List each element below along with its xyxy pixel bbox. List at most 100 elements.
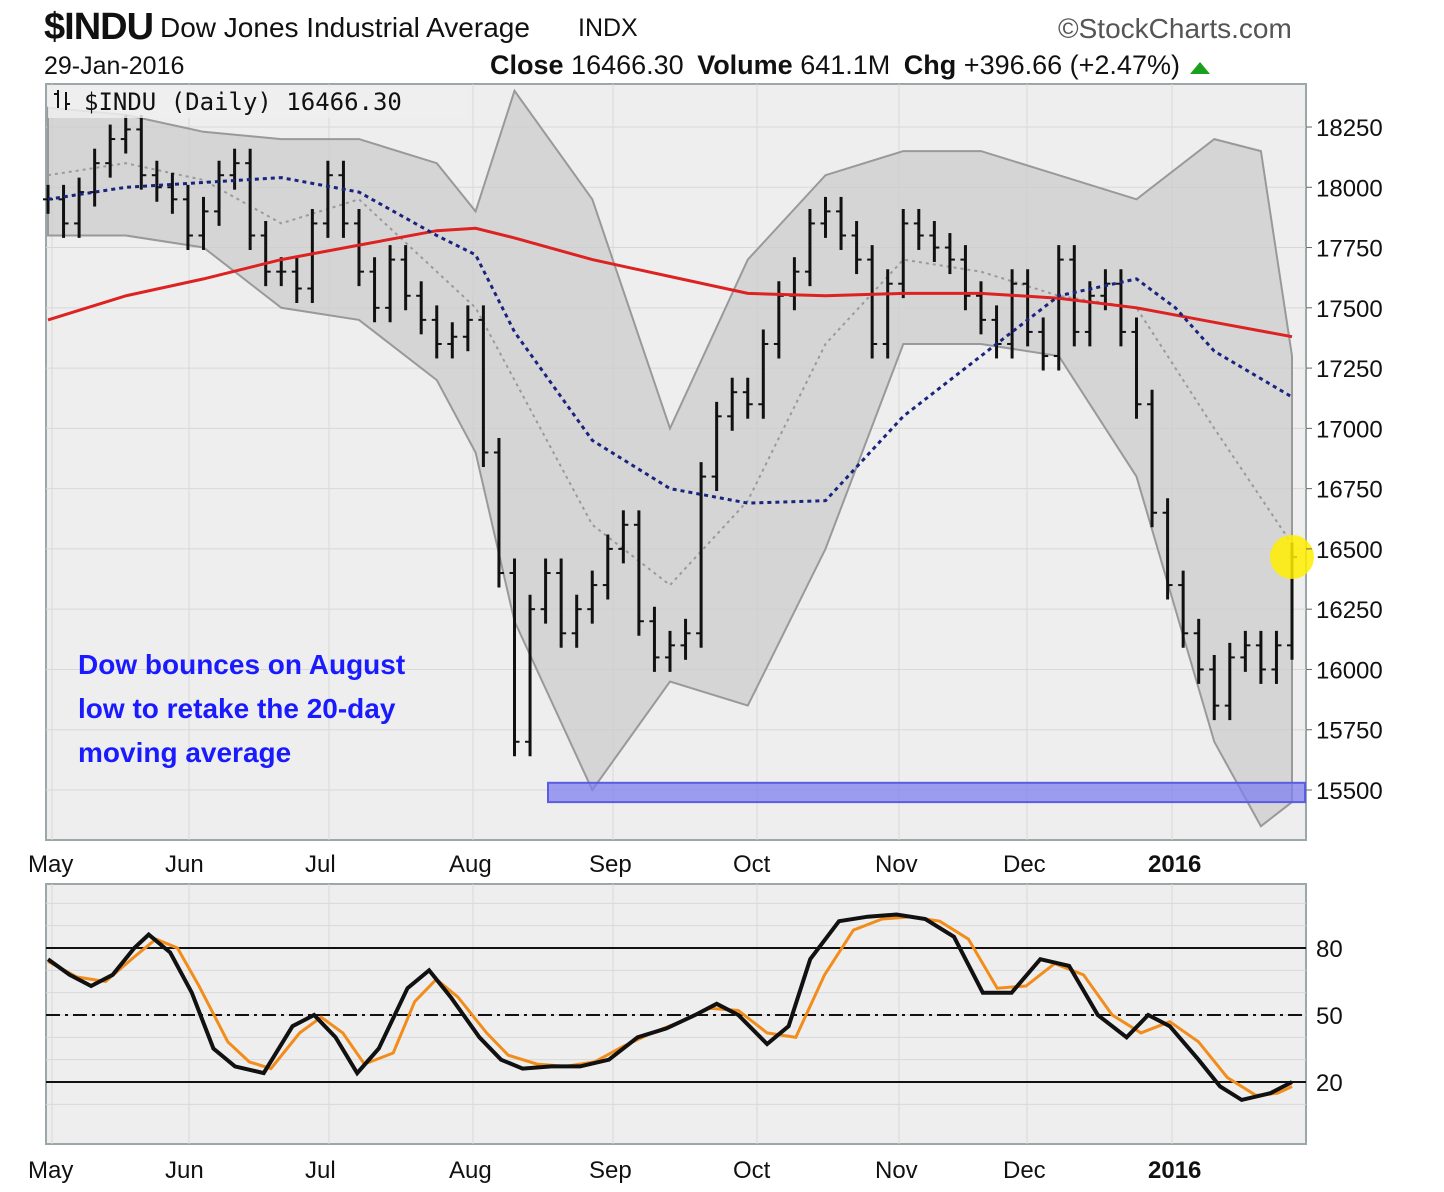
sma200-line [47, 226, 1293, 339]
price-bar [680, 618, 691, 660]
price-bar [229, 148, 240, 190]
price-bar [291, 257, 302, 303]
price-bar [431, 305, 442, 359]
price-bar [665, 630, 675, 672]
price-y-tick-label: 16500 [1316, 537, 1383, 564]
stochastic-y-tick-label: 20 [1316, 1070, 1343, 1097]
price-bar [245, 148, 256, 250]
price-bar [944, 233, 955, 275]
up-arrow-icon [1189, 62, 1210, 74]
exchange-label: INDX [578, 14, 638, 42]
price-bar [742, 377, 753, 419]
price-y-tick-label: 17500 [1316, 296, 1383, 323]
stochastic-x-tick-label: Aug [449, 1157, 492, 1184]
price-bar [120, 114, 131, 154]
support-band [547, 781, 1306, 804]
stochastic-y-tick-label: 50 [1316, 1003, 1343, 1030]
price-bar [400, 245, 411, 311]
price-bar [1162, 498, 1173, 600]
price-bar [804, 208, 815, 287]
price-bar [1007, 269, 1018, 359]
price-bar [1224, 642, 1235, 721]
stochastic-reference-lines [46, 947, 1306, 1083]
price-x-tick-label: May [28, 851, 73, 878]
price-bar [1178, 570, 1189, 648]
price-x-tick-label: Nov [875, 851, 918, 878]
price-x-axis: May Jun Jul Aug Sep Oct Nov Dec 2016 [28, 851, 1201, 878]
stochastic-x-tick-label: May [28, 1157, 73, 1184]
price-bar [447, 322, 458, 359]
price-bar [493, 438, 504, 588]
price-bar [214, 160, 225, 226]
price-bar [696, 462, 707, 648]
price-bar [307, 208, 318, 303]
volume-label: Volume [697, 50, 793, 80]
price-bar [74, 177, 85, 238]
stochastic-y-tick-label: 80 [1316, 936, 1343, 963]
price-bar [1038, 317, 1049, 371]
stochastic-x-tick-label: Jul [305, 1157, 336, 1184]
chart-header: $INDU Dow Jones Industrial Average INDX … [0, 0, 1444, 84]
price-bar [960, 245, 971, 311]
price-bar [1131, 317, 1142, 419]
price-bar [385, 245, 396, 323]
price-y-tick-label: 17000 [1316, 416, 1383, 443]
price-bar [198, 196, 209, 250]
price-bar [851, 221, 862, 275]
price-x-tick-label: 2016 [1148, 851, 1201, 878]
price-y-tick-label: 17250 [1316, 356, 1383, 383]
volume-value: 641.1M [800, 50, 891, 80]
price-y-tick-label: 16000 [1316, 657, 1383, 684]
price-bar [898, 208, 909, 299]
price-bar [105, 124, 116, 178]
price-bar [416, 281, 427, 335]
price-bar [556, 558, 567, 648]
price-y-tick-label: 15750 [1316, 718, 1383, 745]
price-bar [976, 281, 986, 335]
price-bar [571, 594, 582, 648]
price-x-tick-label: Oct [733, 851, 771, 878]
price-y-tick-label: 18000 [1316, 175, 1383, 202]
price-bar [182, 184, 193, 250]
price-bar [1240, 630, 1251, 672]
price-bar [1147, 389, 1158, 528]
stochastic-k-line [46, 912, 1293, 1103]
stochastic-x-tick-label: Nov [875, 1157, 918, 1184]
stochastic-x-tick-label: Oct [733, 1157, 771, 1184]
price-bar [525, 594, 536, 757]
price-bar [509, 558, 520, 757]
stats-row: Close 16466.30 Volume 641.1M Chg +396.66… [490, 50, 1210, 81]
chart-legend: $INDU (Daily) 16466.30 [48, 86, 468, 118]
price-bar [276, 257, 287, 287]
price-bar [602, 534, 613, 600]
annotation-line-2: low to retake the 20-day [78, 693, 396, 724]
price-y-tick-label: 18250 [1316, 115, 1383, 142]
chg-value: +396.66 (+2.47%) [963, 50, 1180, 80]
price-bar [1209, 654, 1220, 721]
price-bar [1022, 269, 1033, 347]
price-bar [587, 570, 598, 624]
price-bar [1193, 618, 1204, 684]
price-bar [167, 172, 178, 214]
price-bar [1255, 630, 1266, 684]
price-y-tick-label: 16250 [1316, 597, 1383, 624]
stochastic-x-axis: May Jun Jul Aug Sep Oct Nov Dec 2016 [28, 1157, 1201, 1184]
price-bar [540, 558, 551, 624]
price-bar [758, 329, 769, 419]
brand-logo: ©StockCharts.com [1058, 13, 1292, 44]
price-bar [913, 208, 924, 250]
price-bar [882, 269, 893, 359]
stochastic-x-tick-label: Dec [1003, 1157, 1046, 1184]
price-bar [618, 510, 629, 564]
price-y-tick-label: 17750 [1316, 236, 1383, 263]
price-bar [727, 377, 738, 431]
stochastic-x-tick-label: 2016 [1148, 1157, 1201, 1184]
stochastic-y-axis: 80 50 20 [1316, 936, 1343, 1097]
price-bar [929, 221, 940, 263]
price-y-tick-label: 15500 [1316, 778, 1383, 805]
price-bar [1271, 630, 1282, 684]
candlestick-toggle-icon[interactable] [54, 90, 70, 110]
close-label: Close [490, 50, 564, 80]
last-close-highlight [1270, 535, 1314, 579]
price-bar [711, 401, 722, 492]
